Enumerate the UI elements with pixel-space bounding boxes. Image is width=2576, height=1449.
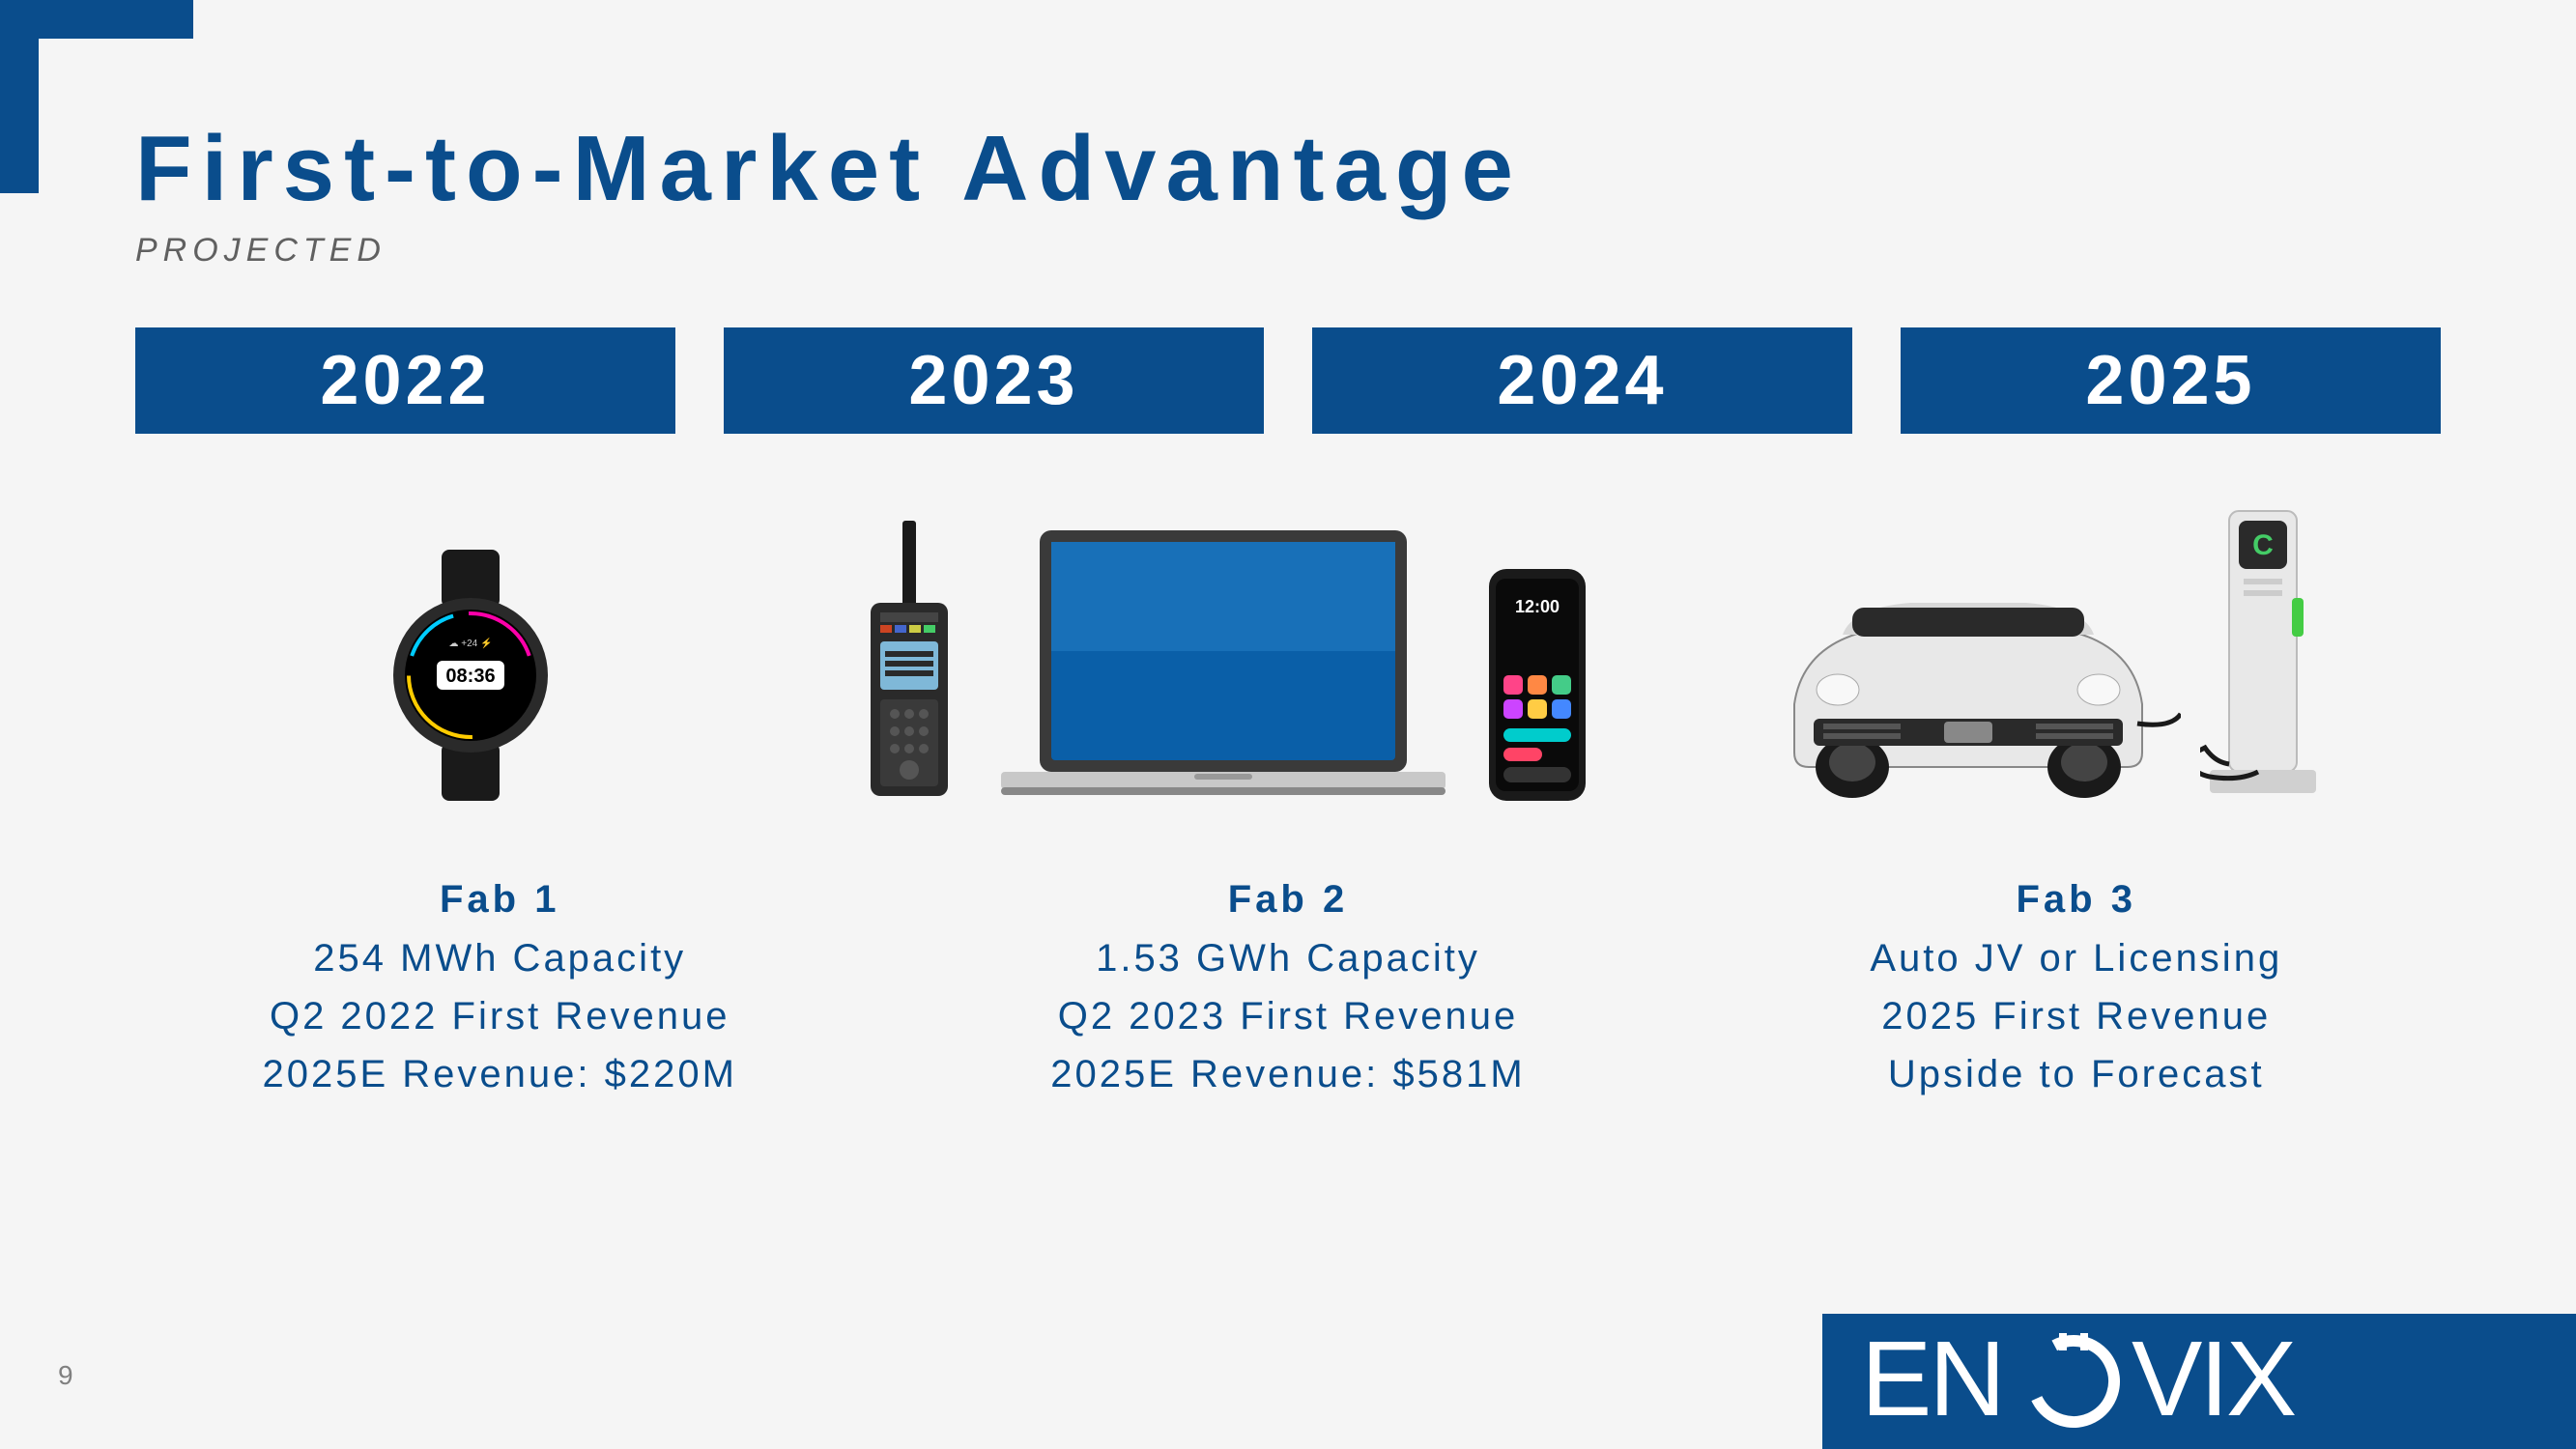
smartwatch-icon: 08:36 ☁ +24 ⚡ <box>384 550 558 801</box>
icon-group-fab2: 12:00 <box>751 521 1697 801</box>
radio-icon <box>856 521 962 801</box>
icon-group-fab3: C <box>1718 501 2363 801</box>
fab-3-line-2: 2025 First Revenue <box>1770 987 2383 1045</box>
fab-1-line-3: 2025E Revenue: $220M <box>193 1045 806 1103</box>
product-icons-row: 08:36 ☁ +24 ⚡ <box>135 492 2441 801</box>
fab-2-header: Fab 2 <box>850 878 1726 922</box>
enovix-logo: EN VIX <box>1861 1328 2537 1435</box>
fab-3-line-3: Upside to Forecast <box>1770 1045 2383 1103</box>
fab-2-line-3: 2025E Revenue: $581M <box>850 1045 1726 1103</box>
charging-station-icon: C <box>2200 501 2326 801</box>
fab-2-line-2: Q2 2023 First Revenue <box>850 987 1726 1045</box>
page-number: 9 <box>58 1360 73 1391</box>
fab-1-block: Fab 1 254 MWh Capacity Q2 2022 First Rev… <box>193 878 806 1103</box>
svg-text:C: C <box>2252 529 2274 561</box>
laptop-icon <box>1001 521 1445 801</box>
year-2022: 2022 <box>135 327 675 434</box>
ev-car-icon <box>1756 579 2181 801</box>
icon-group-fab1: 08:36 ☁ +24 ⚡ <box>213 550 729 801</box>
fab-1-line-2: Q2 2022 First Revenue <box>193 987 806 1045</box>
svg-text:☁ +24 ⚡: ☁ +24 ⚡ <box>449 637 493 649</box>
svg-text:08:36: 08:36 <box>446 666 496 687</box>
fab-1-line-1: 254 MWh Capacity <box>193 929 806 987</box>
fab-2-block: Fab 2 1.53 GWh Capacity Q2 2023 First Re… <box>850 878 1726 1103</box>
fab-3-line-1: Auto JV or Licensing <box>1770 929 2383 987</box>
fab-3-block: Fab 3 Auto JV or Licensing 2025 First Re… <box>1770 878 2383 1103</box>
years-row: 2022 2023 2024 2025 <box>135 327 2441 434</box>
fabs-row: Fab 1 254 MWh Capacity Q2 2022 First Rev… <box>135 878 2441 1103</box>
svg-text:EN: EN <box>1861 1328 2003 1435</box>
svg-text:VIX: VIX <box>2132 1328 2296 1435</box>
year-2023: 2023 <box>724 327 1264 434</box>
logo-bar: EN VIX <box>1822 1314 2576 1449</box>
slide-title: First-to-Market Advantage <box>135 116 2441 222</box>
svg-text:12:00: 12:00 <box>1515 597 1560 616</box>
fab-2-line-1: 1.53 GWh Capacity <box>850 929 1726 987</box>
corner-accent-vertical <box>0 0 39 193</box>
smartphone-icon: 12:00 <box>1484 569 1590 801</box>
slide-content: First-to-Market Advantage PROJECTED 2022… <box>0 0 2576 1103</box>
year-2025: 2025 <box>1901 327 2441 434</box>
fab-1-header: Fab 1 <box>193 878 806 922</box>
fab-3-header: Fab 3 <box>1770 878 2383 922</box>
slide-subtitle: PROJECTED <box>135 232 2441 270</box>
year-2024: 2024 <box>1312 327 1852 434</box>
